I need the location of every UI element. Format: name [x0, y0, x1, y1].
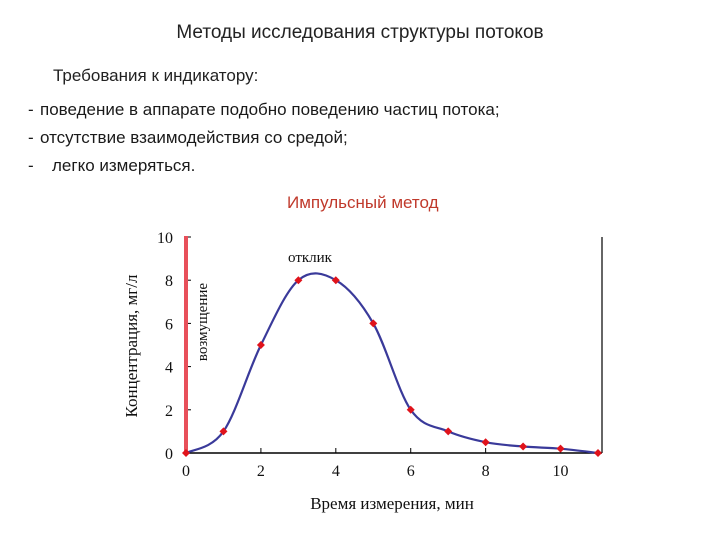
requirement-text: отсутствие взаимодействия со средой;	[40, 128, 348, 147]
y-axis-label: Концентрация, мг/л	[122, 274, 141, 417]
x-tick-label: 4	[332, 463, 340, 480]
response-annotation: отклик	[288, 250, 333, 266]
data-point	[331, 276, 340, 285]
y-tick-label: 0	[165, 446, 173, 463]
data-point	[594, 449, 602, 457]
requirement-item: - легко измеряться.	[28, 156, 196, 175]
x-tick-label: 10	[553, 463, 569, 480]
impulse-label: возмущение	[195, 283, 211, 361]
y-tick-label: 6	[165, 316, 173, 333]
x-tick-label: 0	[182, 463, 190, 480]
method-label: Импульсный метод	[287, 193, 439, 212]
requirement-text: легко измеряться.	[52, 156, 196, 175]
data-point	[294, 276, 303, 285]
page-title: Методы исследования структуры потоков	[176, 22, 544, 43]
requirements-heading: Требования к индикатору:	[53, 66, 259, 85]
data-point	[406, 405, 415, 414]
data-point	[219, 427, 228, 436]
data-point	[444, 427, 453, 436]
response-curve	[185, 272, 599, 455]
y-tick-label: 10	[157, 230, 173, 247]
y-tick-label: 4	[165, 360, 173, 377]
data-point	[481, 438, 490, 447]
data-point	[519, 442, 528, 451]
x-axis-label: Время измерения, мин	[310, 494, 474, 513]
x-tick-label: 2	[257, 463, 265, 480]
y-tick-label: 8	[165, 273, 173, 290]
requirement-item: - поведение в аппарате подобно поведению …	[28, 100, 500, 119]
data-point	[182, 449, 190, 457]
requirements-list: - поведение в аппарате подобно поведению …	[28, 96, 500, 180]
x-tick-label: 6	[407, 463, 415, 480]
data-point	[256, 341, 265, 349]
data-point	[556, 444, 565, 453]
requirement-text: поведение в аппарате подобно поведению ч…	[40, 100, 500, 119]
x-tick-label: 8	[482, 463, 490, 480]
y-tick-label: 2	[165, 403, 173, 420]
data-point	[369, 319, 378, 328]
requirement-item: - отсутствие взаимодействия со средой;	[28, 128, 348, 147]
